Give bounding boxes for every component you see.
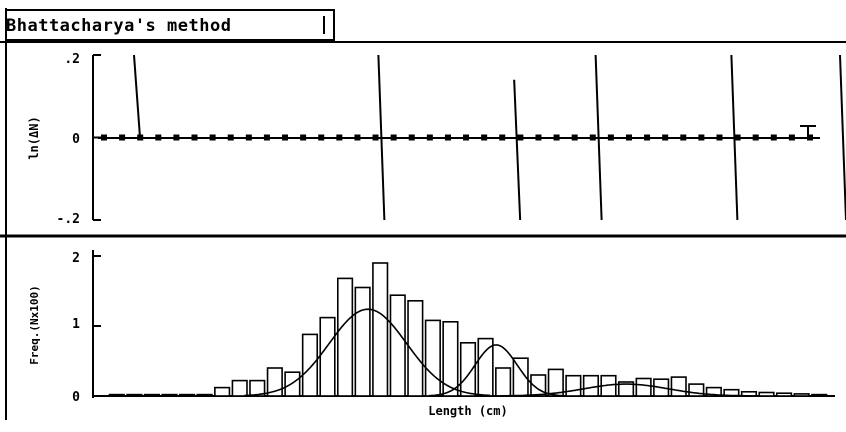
data-point xyxy=(499,134,506,141)
histogram-bar xyxy=(231,379,248,397)
bottom-ylabel: Freq.(Nx100) xyxy=(28,285,41,364)
data-point xyxy=(282,134,289,141)
histogram-bar xyxy=(635,377,652,397)
top-ytick-label: -.2 xyxy=(57,212,80,227)
data-point xyxy=(245,134,252,141)
histogram-bar xyxy=(424,319,441,397)
histogram-bar xyxy=(811,393,828,397)
histogram-bar xyxy=(547,368,564,397)
data-point xyxy=(209,134,216,141)
data-point xyxy=(788,134,795,141)
data-point xyxy=(408,134,415,141)
bottom-ytick-label: 2 xyxy=(72,251,80,266)
data-point xyxy=(680,134,687,141)
data-point xyxy=(191,134,198,141)
data-point xyxy=(101,134,107,141)
regression-segment xyxy=(377,54,386,221)
window-title: Bhattacharya's method xyxy=(6,16,232,36)
data-point xyxy=(481,134,488,141)
data-point xyxy=(698,134,705,141)
histogram-bar xyxy=(495,367,512,397)
end-marker xyxy=(800,125,816,140)
top-ylabel: ln(ΔN) xyxy=(27,116,41,159)
data-point xyxy=(607,134,614,141)
data-point xyxy=(390,134,397,141)
histogram-bar xyxy=(214,386,231,397)
data-point xyxy=(662,134,669,141)
histogram-bar xyxy=(758,391,775,397)
data-point xyxy=(155,134,162,141)
regression-segment xyxy=(513,79,522,221)
data-point xyxy=(426,134,433,141)
histogram-bar xyxy=(301,333,319,397)
data-point xyxy=(173,134,180,141)
data-point xyxy=(807,134,813,141)
top-ytick-label: 0 xyxy=(72,132,80,147)
data-point xyxy=(716,134,723,141)
normal-curve xyxy=(428,344,563,397)
regression-segment xyxy=(839,54,846,221)
bottom-ytick-label: 0 xyxy=(72,390,80,405)
data-point xyxy=(770,134,777,141)
histogram-bar xyxy=(477,337,494,397)
bottom-xlabel: Length (cm) xyxy=(428,404,507,418)
histogram-bar xyxy=(793,393,810,397)
histogram-bar xyxy=(249,379,266,397)
data-point xyxy=(535,134,542,141)
data-point xyxy=(517,134,524,141)
top-ytick-label: .2 xyxy=(64,52,80,67)
data-point xyxy=(752,134,759,141)
histogram-bar xyxy=(143,393,160,397)
normal-curve xyxy=(244,308,491,397)
histogram-bar xyxy=(319,316,336,397)
histogram-bar xyxy=(108,393,125,397)
histogram-bar xyxy=(161,393,178,397)
data-point xyxy=(227,134,234,141)
histogram-bar xyxy=(389,294,406,397)
data-point xyxy=(318,134,325,141)
data-point xyxy=(625,134,632,141)
histogram-bar xyxy=(284,371,301,397)
data-point xyxy=(734,134,741,141)
histogram-bar xyxy=(442,320,459,397)
data-point xyxy=(300,134,307,141)
histogram-bar xyxy=(459,341,477,397)
histogram-bar xyxy=(617,381,635,397)
histogram-bar xyxy=(354,286,371,397)
data-point xyxy=(372,134,379,141)
data-point xyxy=(336,134,343,141)
data-point xyxy=(263,134,270,141)
histogram-bar xyxy=(688,383,705,397)
histogram-bar xyxy=(372,262,389,397)
histogram-bar xyxy=(705,386,722,397)
title-box xyxy=(5,9,335,41)
histogram-bar xyxy=(126,393,143,397)
normal-curve xyxy=(491,383,760,397)
histogram-bar xyxy=(670,376,687,397)
data-point xyxy=(463,134,470,141)
data-point xyxy=(119,134,126,141)
data-point xyxy=(137,134,144,141)
data-point xyxy=(644,134,651,141)
histogram-bar xyxy=(178,393,196,397)
histogram-bar xyxy=(582,374,600,397)
histogram-bar xyxy=(196,393,213,397)
histogram-bar xyxy=(336,277,354,397)
histogram-bar xyxy=(266,367,283,397)
histogram-bar xyxy=(407,299,424,397)
histogram-bar xyxy=(565,374,582,397)
histogram-bar xyxy=(776,392,793,397)
data-point xyxy=(571,134,578,141)
regression-segment xyxy=(594,54,603,221)
data-point xyxy=(444,134,451,141)
data-point xyxy=(354,134,361,141)
bottom-ytick-label: 1 xyxy=(72,317,80,332)
regression-segment xyxy=(730,54,739,221)
regression-segment xyxy=(133,54,141,138)
data-point xyxy=(589,134,596,141)
data-point xyxy=(553,134,560,141)
